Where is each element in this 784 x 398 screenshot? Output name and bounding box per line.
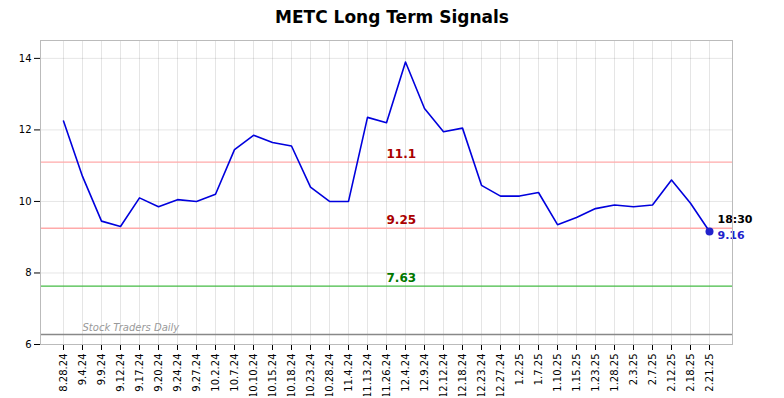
svg-text:1.15.25: 1.15.25 xyxy=(571,354,582,392)
svg-text:1.2.25: 1.2.25 xyxy=(514,354,525,386)
svg-text:7.63: 7.63 xyxy=(387,271,417,285)
svg-text:12.9.24: 12.9.24 xyxy=(419,354,430,392)
svg-text:12.18.24: 12.18.24 xyxy=(457,354,468,397)
svg-text:10.28.24: 10.28.24 xyxy=(324,354,335,397)
svg-text:9.12.24: 9.12.24 xyxy=(115,354,126,392)
svg-text:12.23.24: 12.23.24 xyxy=(476,354,487,397)
svg-text:18:30: 18:30 xyxy=(718,213,753,226)
svg-text:14: 14 xyxy=(19,53,32,64)
svg-text:9.16: 9.16 xyxy=(718,229,745,242)
svg-text:9.24.24: 9.24.24 xyxy=(172,354,183,392)
svg-text:9.25: 9.25 xyxy=(387,213,417,227)
svg-text:10.23.24: 10.23.24 xyxy=(305,354,316,397)
svg-text:9.4.24: 9.4.24 xyxy=(77,354,88,386)
svg-text:11.13.24: 11.13.24 xyxy=(362,354,373,397)
svg-text:11.26.24: 11.26.24 xyxy=(381,354,392,397)
svg-text:8: 8 xyxy=(25,267,31,278)
svg-text:10.15.24: 10.15.24 xyxy=(267,354,278,397)
svg-text:9.27.24: 9.27.24 xyxy=(191,354,202,392)
svg-text:11.1: 11.1 xyxy=(387,147,417,161)
svg-text:8.28.24: 8.28.24 xyxy=(58,354,69,392)
svg-text:11.4.24: 11.4.24 xyxy=(343,354,354,392)
svg-text:9.9.24: 9.9.24 xyxy=(96,354,107,386)
svg-text:Stock Traders Daily: Stock Traders Daily xyxy=(83,322,181,333)
svg-text:12.27.24: 12.27.24 xyxy=(495,354,506,397)
svg-text:1.23.25: 1.23.25 xyxy=(590,354,601,392)
svg-text:2.21.25: 2.21.25 xyxy=(704,354,715,392)
svg-text:12: 12 xyxy=(19,124,32,135)
svg-text:2.12.25: 2.12.25 xyxy=(666,354,677,392)
svg-text:10.18.24: 10.18.24 xyxy=(286,354,297,397)
svg-text:1.7.25: 1.7.25 xyxy=(533,354,544,386)
svg-text:9.17.24: 9.17.24 xyxy=(134,354,145,392)
svg-text:2.18.25: 2.18.25 xyxy=(685,354,696,392)
svg-text:12.12.24: 12.12.24 xyxy=(438,354,449,397)
svg-text:1.10.25: 1.10.25 xyxy=(552,354,563,392)
svg-text:10: 10 xyxy=(19,196,32,207)
svg-text:10.10.24: 10.10.24 xyxy=(248,354,259,397)
svg-text:10.2.24: 10.2.24 xyxy=(210,354,221,392)
svg-text:2.3.25: 2.3.25 xyxy=(628,354,639,386)
svg-text:9.20.24: 9.20.24 xyxy=(153,354,164,392)
svg-text:6: 6 xyxy=(25,339,31,350)
svg-text:2.7.25: 2.7.25 xyxy=(647,354,658,386)
svg-text:10.7.24: 10.7.24 xyxy=(229,354,240,392)
svg-text:1.28.25: 1.28.25 xyxy=(609,354,620,392)
svg-text:12.4.24: 12.4.24 xyxy=(400,354,411,392)
html-text:METC Long Term Signals: METC Long Term Signals xyxy=(275,7,509,27)
